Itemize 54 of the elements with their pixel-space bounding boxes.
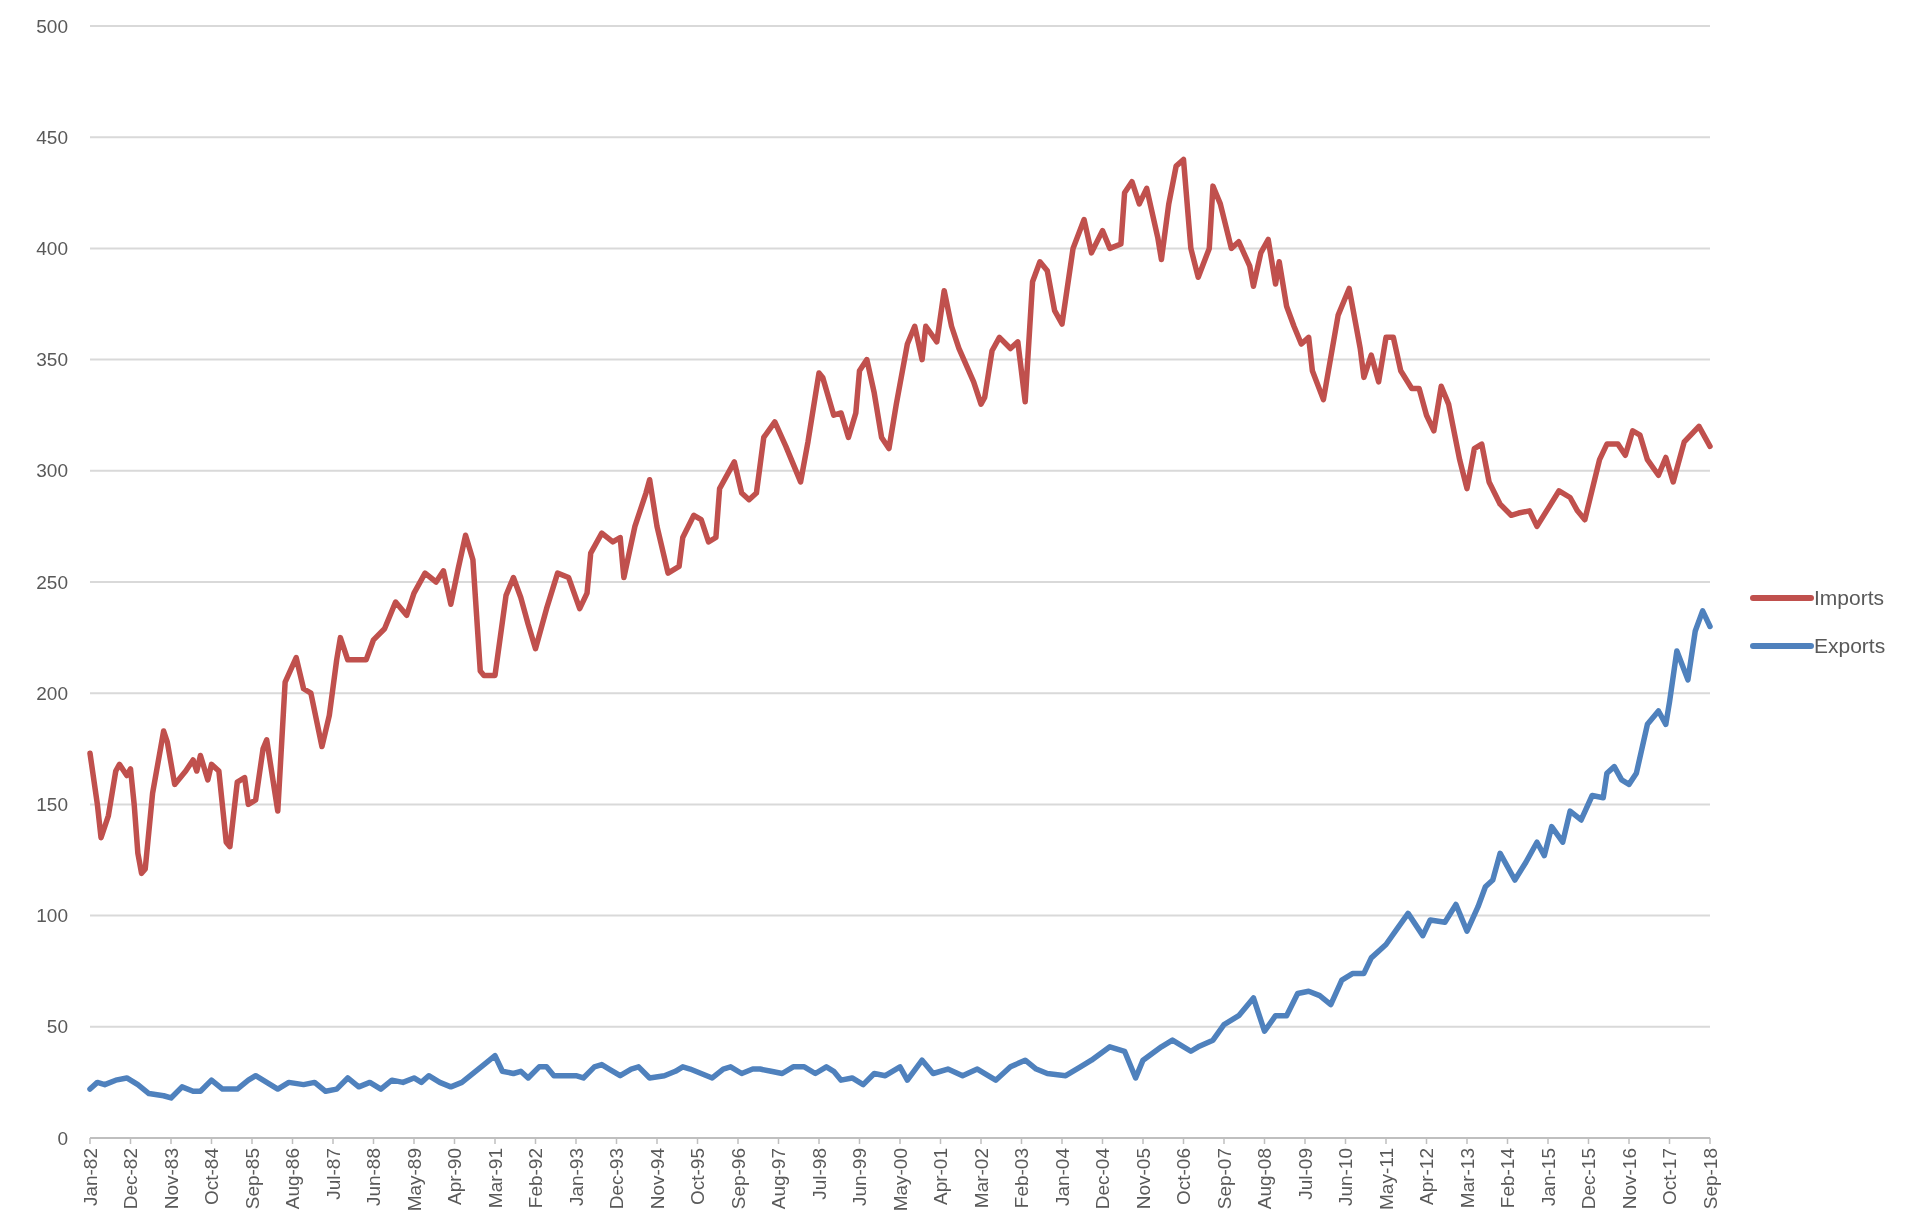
x-tick-label: Mar-02 bbox=[970, 1148, 992, 1209]
x-tick-label: Nov-16 bbox=[1618, 1148, 1640, 1210]
y-tick-label: 100 bbox=[36, 905, 68, 927]
x-tick-label: Aug-86 bbox=[282, 1148, 304, 1210]
x-tick-label: Nov-05 bbox=[1132, 1148, 1154, 1210]
y-tick-label: 0 bbox=[57, 1127, 68, 1149]
x-tick-label: Nov-94 bbox=[646, 1147, 668, 1210]
x-tick-label: Oct-84 bbox=[201, 1147, 223, 1206]
x-tick-label: Oct-17 bbox=[1659, 1148, 1681, 1206]
y-tick-label: 400 bbox=[36, 238, 68, 260]
x-tick-label: Feb-92 bbox=[525, 1148, 547, 1209]
legend-label: Imports bbox=[1814, 586, 1885, 610]
x-tick-label: Feb-03 bbox=[1011, 1148, 1033, 1209]
x-tick-label: Dec-93 bbox=[606, 1148, 628, 1210]
x-tick-label: Apr-12 bbox=[1416, 1148, 1438, 1206]
x-tick-label: Jul-98 bbox=[808, 1148, 830, 1200]
x-tick-label: Sep-07 bbox=[1213, 1148, 1235, 1210]
x-tick-label: Jun-99 bbox=[849, 1148, 871, 1207]
x-tick-label: Jun-88 bbox=[363, 1148, 385, 1207]
y-tick-label: 300 bbox=[36, 460, 68, 482]
x-tick-label: May-11 bbox=[1375, 1148, 1397, 1210]
x-tick-label: Jan-04 bbox=[1051, 1147, 1073, 1207]
x-tick-label: Aug-97 bbox=[768, 1148, 790, 1210]
x-tick-label: May-89 bbox=[403, 1148, 425, 1212]
x-tick-label: Dec-82 bbox=[120, 1148, 142, 1210]
x-tick-label: Oct-95 bbox=[687, 1148, 709, 1206]
y-tick-label: 450 bbox=[36, 126, 68, 148]
legend-label: Exports bbox=[1814, 634, 1886, 658]
x-tick-label: Jan-93 bbox=[565, 1148, 587, 1207]
x-tick-label: Jan-82 bbox=[79, 1148, 101, 1207]
y-tick-label: 350 bbox=[36, 349, 68, 371]
x-tick-label: May-00 bbox=[889, 1148, 911, 1212]
x-tick-label: Nov-83 bbox=[160, 1148, 182, 1210]
x-tick-label: Sep-18 bbox=[1699, 1148, 1721, 1210]
x-tick-label: Jan-15 bbox=[1537, 1148, 1559, 1207]
x-tick-label: Aug-08 bbox=[1254, 1148, 1276, 1210]
x-tick-label: Oct-06 bbox=[1173, 1148, 1195, 1206]
x-tick-label: Feb-14 bbox=[1497, 1147, 1519, 1209]
x-tick-label: Mar-13 bbox=[1456, 1148, 1478, 1209]
y-tick-label: 50 bbox=[46, 1016, 68, 1038]
x-tick-label: Jul-87 bbox=[322, 1148, 344, 1200]
x-tick-label: Sep-96 bbox=[727, 1148, 749, 1210]
y-tick-label: 150 bbox=[36, 794, 68, 816]
x-tick-label: Mar-91 bbox=[484, 1148, 506, 1209]
x-tick-label: Sep-85 bbox=[241, 1148, 263, 1210]
x-tick-label: Apr-01 bbox=[930, 1148, 952, 1206]
x-tick-label: Jul-09 bbox=[1294, 1148, 1316, 1200]
x-tick-label: Jun-10 bbox=[1335, 1148, 1357, 1207]
y-tick-label: 200 bbox=[36, 682, 68, 704]
x-tick-label: Dec-15 bbox=[1578, 1148, 1600, 1210]
y-tick-label: 250 bbox=[36, 571, 68, 593]
x-tick-label: Dec-04 bbox=[1092, 1147, 1114, 1210]
x-tick-label: Apr-90 bbox=[444, 1148, 466, 1206]
y-tick-label: 500 bbox=[36, 15, 68, 37]
